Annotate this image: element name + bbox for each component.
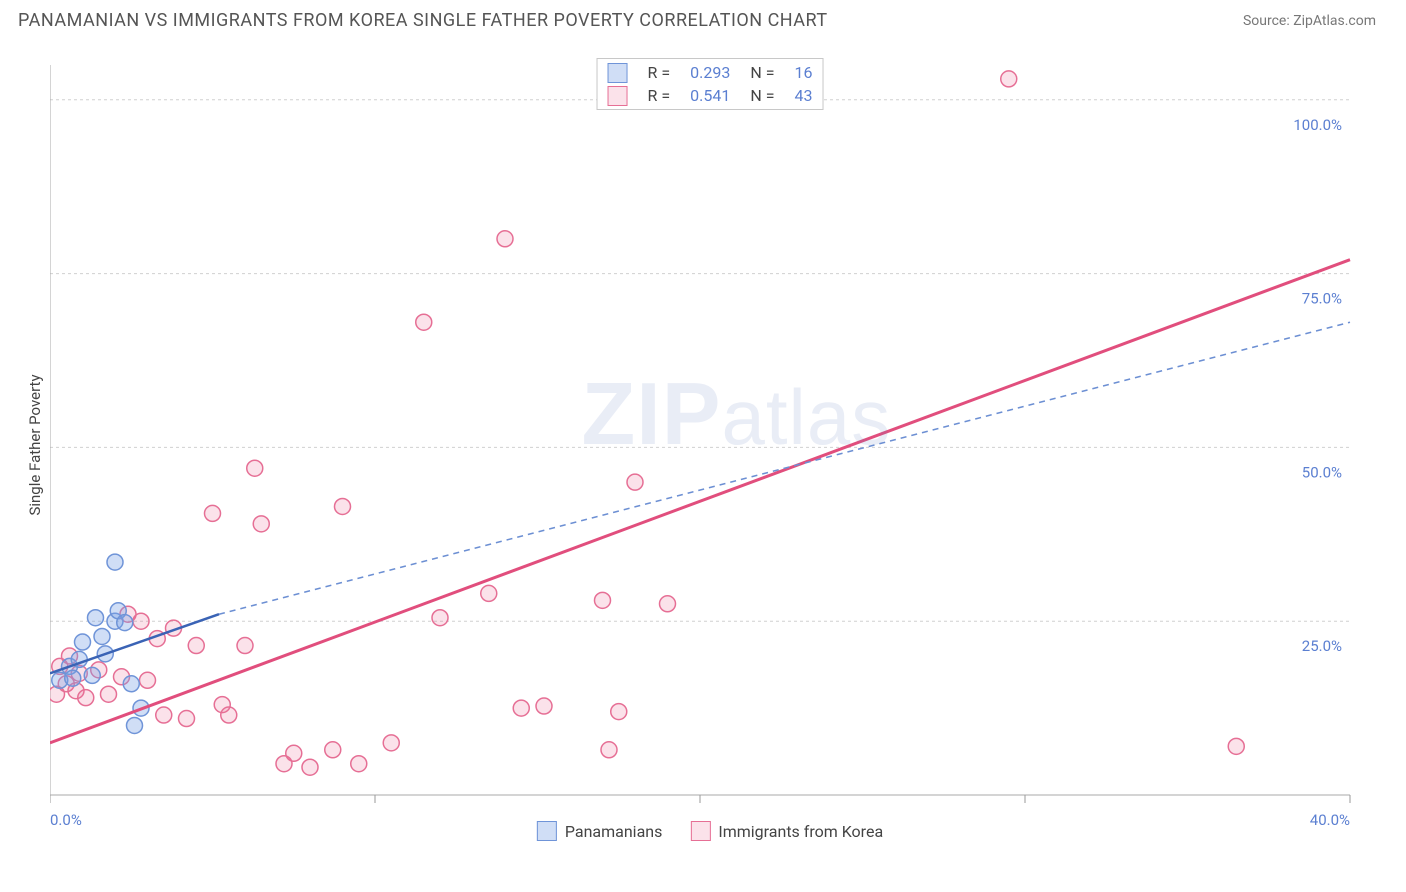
data-point xyxy=(497,231,513,247)
legend-item: Immigrants from Korea xyxy=(690,821,883,841)
data-point xyxy=(94,628,110,644)
data-point xyxy=(179,711,195,727)
data-point xyxy=(188,638,204,654)
chart-area: Single Father Poverty 25.0%50.0%75.0%100… xyxy=(50,55,1370,835)
legend-item: Panamanians xyxy=(537,821,663,841)
legend-label: Panamanians xyxy=(565,822,663,841)
trend-line-panamanians-ext xyxy=(219,322,1350,614)
data-point xyxy=(335,498,351,514)
data-point xyxy=(1228,738,1244,754)
data-point xyxy=(78,690,94,706)
data-point xyxy=(416,314,432,330)
data-point xyxy=(627,474,643,490)
legend-swatch xyxy=(608,63,628,83)
legend-r-label: R = xyxy=(638,61,681,84)
source-label: Source: ZipAtlas.com xyxy=(1243,13,1376,29)
legend-swatch xyxy=(608,86,628,106)
data-point xyxy=(286,745,302,761)
data-point xyxy=(1001,71,1017,87)
data-point xyxy=(302,759,318,775)
data-point xyxy=(117,615,133,631)
legend-series: Panamanians Immigrants from Korea xyxy=(537,821,883,841)
data-point xyxy=(133,613,149,629)
data-point xyxy=(75,634,91,650)
legend-r-value: 0.541 xyxy=(680,84,740,107)
data-point xyxy=(536,698,552,714)
data-point xyxy=(595,592,611,608)
data-point xyxy=(221,707,237,723)
legend-n-label: N = xyxy=(740,61,784,84)
data-point xyxy=(127,717,143,733)
legend-stats: R =0.293N =16 R =0.541N =43 xyxy=(597,58,824,110)
data-point xyxy=(432,610,448,626)
legend-r-value: 0.293 xyxy=(680,61,740,84)
legend-swatch xyxy=(690,821,710,841)
scatter-plot: 25.0% 50.0% 75.0% 100.0% 0.0% 40.0% xyxy=(50,55,1370,835)
legend-swatch xyxy=(537,821,557,841)
data-point xyxy=(513,700,529,716)
chart-title: PANAMANIAN VS IMMIGRANTS FROM KOREA SING… xyxy=(18,10,828,31)
trend-line-korea xyxy=(50,260,1350,743)
data-point xyxy=(253,516,269,532)
data-point xyxy=(140,672,156,688)
data-point xyxy=(101,686,117,702)
data-point xyxy=(84,667,100,683)
data-point xyxy=(65,670,81,686)
data-point xyxy=(383,735,399,751)
data-point xyxy=(660,596,676,612)
y-axis-label: Single Father Poverty xyxy=(26,374,44,515)
data-point xyxy=(601,742,617,758)
data-point xyxy=(123,676,139,692)
header: PANAMANIAN VS IMMIGRANTS FROM KOREA SING… xyxy=(0,0,1406,36)
data-point xyxy=(107,554,123,570)
legend-r-label: R = xyxy=(638,84,681,107)
y-tick-label: 100.0% xyxy=(1293,116,1342,134)
data-point xyxy=(325,742,341,758)
data-point xyxy=(351,756,367,772)
legend-label: Immigrants from Korea xyxy=(718,822,883,841)
legend-n-value: 16 xyxy=(784,61,822,84)
x-tick-label: 0.0% xyxy=(50,811,82,829)
data-point xyxy=(88,610,104,626)
data-point xyxy=(156,707,172,723)
x-tick-label: 40.0% xyxy=(1310,811,1350,829)
data-point xyxy=(247,460,263,476)
data-point xyxy=(205,505,221,521)
data-point xyxy=(611,704,627,720)
legend-n-label: N = xyxy=(740,84,784,107)
data-point xyxy=(481,585,497,601)
y-tick-label: 75.0% xyxy=(1302,290,1342,308)
y-tick-label: 50.0% xyxy=(1302,463,1342,481)
y-tick-label: 25.0% xyxy=(1302,637,1342,655)
data-point xyxy=(237,638,253,654)
legend-n-value: 43 xyxy=(784,84,822,107)
